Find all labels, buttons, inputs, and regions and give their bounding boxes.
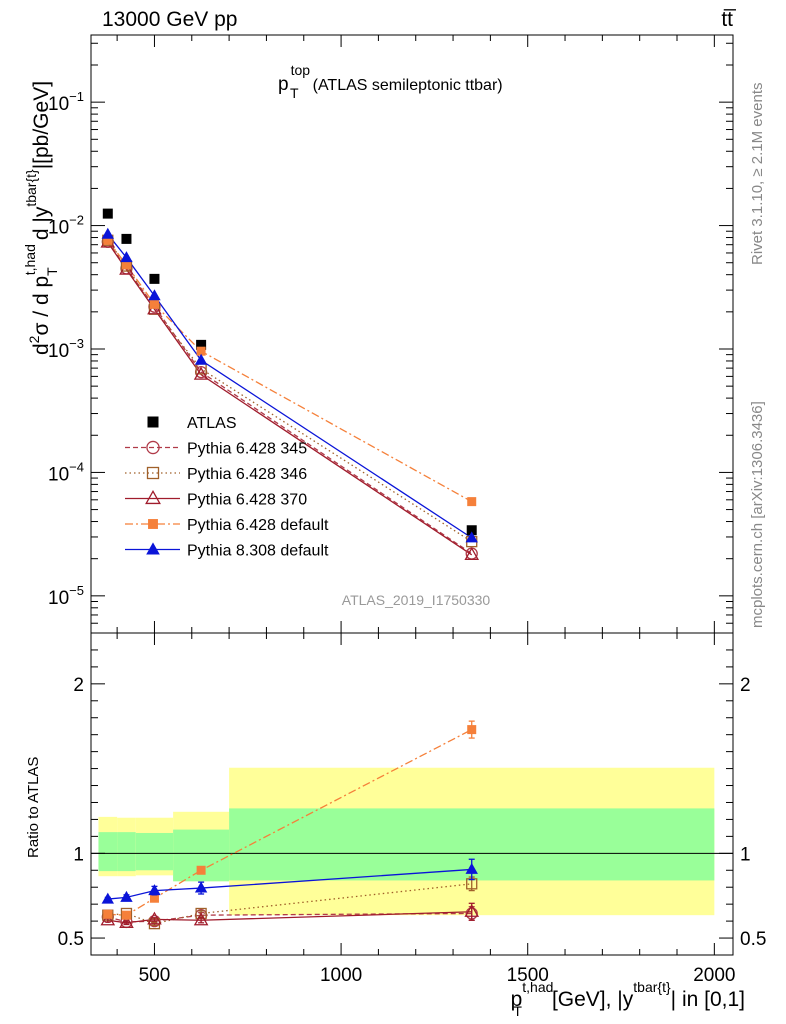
series-point xyxy=(121,260,131,270)
series-line-pythia-6-428-370 xyxy=(107,242,473,556)
ratio-uncertainty-bands xyxy=(98,767,715,916)
series-point xyxy=(194,353,208,365)
legend-marker-pythia-6-428-345 xyxy=(146,440,160,455)
legend-label-pythia-6-428-345: Pythia 6.428 345 xyxy=(187,441,307,458)
data-points xyxy=(100,208,480,930)
analysis-watermark: ATLAS_2019_I1750330 xyxy=(342,592,491,608)
ratio-point xyxy=(194,881,208,893)
stat-uncertainty-band xyxy=(135,832,174,871)
x-tick-label: 2000 xyxy=(693,965,735,986)
y-tick-label: 10−4 xyxy=(48,459,84,485)
atlas-data-point xyxy=(121,233,132,244)
y-tick-label: 10−5 xyxy=(48,583,84,609)
x-tick-label: 500 xyxy=(139,965,171,986)
plot-title: ptop T (ATLAS semileptonic ttbar) xyxy=(278,62,503,101)
ratio-point xyxy=(148,884,161,896)
ratio-point xyxy=(464,903,480,917)
legend-marker-pythia-6-428-370 xyxy=(145,490,161,505)
x-axis-label: pt,had T [GeV], |ytbar{t}| in [0,1] xyxy=(511,979,745,1019)
series-point xyxy=(465,547,478,560)
ratio-point xyxy=(465,862,478,874)
source-label: mcplots.cern.ch [arXiv:1306.3436] xyxy=(749,401,766,628)
ratio-point xyxy=(149,893,159,903)
ratio-tick-label-right: 0.5 xyxy=(740,929,766,950)
legend-label-pythia-6-428-default: Pythia 6.428 default xyxy=(187,517,329,534)
ratio-tick-label-left: 2 xyxy=(73,675,84,696)
ratio-point xyxy=(196,865,206,875)
legend-marker-atlas xyxy=(147,416,159,428)
ratio-y-axis-label: Ratio to ATLAS xyxy=(25,757,42,858)
title-superscript: top xyxy=(291,62,311,78)
x-tick-label: 1000 xyxy=(320,965,362,986)
ratio-tick-label-right: 2 xyxy=(740,675,751,696)
ratio-frame xyxy=(90,632,734,956)
series-point xyxy=(465,531,478,543)
atlas-data-point xyxy=(466,525,477,536)
series-point xyxy=(464,546,480,560)
y-tick-label: 10−2 xyxy=(48,213,84,239)
ratio-point xyxy=(120,890,133,902)
ratio-point xyxy=(119,914,134,928)
stat-uncertainty-band xyxy=(98,832,118,872)
legend-label-pythia-8-308-default: Pythia 8.308 default xyxy=(187,543,329,560)
atlas-data-point xyxy=(196,339,207,350)
ratio-tick-label-right: 1 xyxy=(740,844,751,865)
ratio-point xyxy=(147,911,162,925)
series-point xyxy=(149,299,159,309)
process-label: tt̅ xyxy=(721,8,737,31)
ratio-line-pythia-6-428-345 xyxy=(107,912,472,923)
x-tick-label: 1500 xyxy=(507,965,549,986)
series-line-pythia-6-428-default xyxy=(107,239,473,503)
y-tick-label: 10−1 xyxy=(48,89,84,115)
series-line-pythia-6-428-346 xyxy=(107,239,473,543)
legend-marker-pythia-6-428-346 xyxy=(146,466,160,480)
stat-uncertainty-band xyxy=(117,832,136,872)
y-axis-label: d2σ / d pTt,hadd |ytbar{t}|[pb/GeV] xyxy=(22,81,60,355)
axes: 500 1000 1500 2000 10−1 10−2 10−3 10−4 10−5 0.5 0.… xyxy=(48,34,766,986)
ratio-tick-label-left: 0.5 xyxy=(58,929,84,950)
ratio-point xyxy=(193,912,209,926)
legend-marker-pythia-8-308-default xyxy=(146,542,160,555)
legend-label-pythia-6-428-370: Pythia 6.428 370 xyxy=(187,492,307,509)
title-subscript: T xyxy=(290,85,299,101)
atlas-data-point xyxy=(149,273,160,284)
ratio-point xyxy=(103,909,113,919)
legend-marker-pythia-6-428-default xyxy=(148,519,158,529)
series-point xyxy=(103,235,113,245)
ratio-point xyxy=(467,725,477,735)
ratio-point xyxy=(121,910,131,920)
rivet-label: Rivet 3.1.10, ≥ 2.1M events xyxy=(749,83,766,266)
series-point xyxy=(101,227,114,239)
legend-label-pythia-6-428-346: Pythia 6.428 346 xyxy=(187,466,307,483)
series-point xyxy=(193,366,209,380)
ratio-point xyxy=(100,912,116,926)
ratio-point xyxy=(101,892,114,904)
series-point xyxy=(148,289,161,301)
y-tick-label: 10−3 xyxy=(48,336,84,362)
atlas-data-point xyxy=(102,208,113,219)
series-point xyxy=(196,346,206,356)
series-point xyxy=(467,497,477,507)
energy-label: 13000 GeV pp xyxy=(102,8,237,31)
ratio-tick-label-left: 1 xyxy=(73,844,84,865)
legend-label-atlas: ATLAS xyxy=(187,415,237,432)
series-point xyxy=(120,251,133,263)
legend: ATLAS Pythia 6.428 345 Pythia 6.428 346 Pyt… xyxy=(125,415,329,560)
